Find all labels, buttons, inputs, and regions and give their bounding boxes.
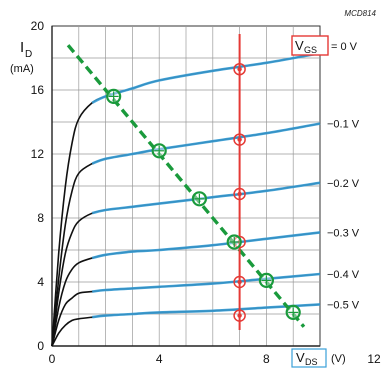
- x-tick-label-3: 12: [367, 352, 381, 366]
- marker-dot-4: [237, 279, 242, 285]
- marker-ring-1: [233, 133, 246, 146]
- marker-dot-1: [237, 137, 242, 142]
- curve-label-5: −0.5 V: [327, 299, 360, 311]
- vgs-label: V: [295, 38, 304, 53]
- curve-label-1: −0.1 V: [327, 119, 360, 131]
- marker-ring-0: [233, 62, 246, 76]
- marker-dot-0: [237, 67, 242, 72]
- curve-label-4: −0.4 V: [327, 269, 360, 281]
- y-tick-label-2: 8: [37, 211, 44, 225]
- curves: [51, 51, 321, 347]
- vgs-label-value: = 0 V: [331, 41, 358, 53]
- y-tick-label-3: 12: [31, 147, 45, 161]
- marker-dot-5: [237, 313, 242, 318]
- y-axis-label-sub: D: [25, 49, 32, 60]
- axis-labels: I D(mA)V DS (V)V GS = 0 V−0.1 V−0.2 V−0.3 V−0…: [10, 35, 360, 368]
- x-axis-label-box: [291, 348, 327, 368]
- curve-tail-2: [91, 181, 321, 215]
- vgs-label-box: [291, 35, 329, 56]
- marker-ring-5: [233, 309, 246, 322]
- y-tick-label-5: 20: [31, 19, 45, 33]
- x-tick-label-2: 8: [263, 352, 270, 366]
- x-tick-label-0: 0: [49, 352, 56, 366]
- curve-tail-3: [91, 231, 321, 260]
- y-axis-unit: (mA): [10, 63, 34, 75]
- x-axis-unit: (V): [331, 353, 346, 365]
- x-axis-label-sub: DS: [305, 357, 318, 367]
- tick-labels: 0 4 8 12 0 4 8 12 16 20: [31, 19, 381, 366]
- vertical-marker-group: [233, 34, 246, 330]
- curve-label-2: −0.2 V: [327, 178, 360, 190]
- curve-tail-0: [91, 51, 321, 104]
- marker-ring-4: [233, 275, 246, 289]
- x-tick-label-1: 4: [156, 352, 163, 366]
- x-axis-label: V: [296, 350, 305, 365]
- curve-label-3: −0.3 V: [327, 227, 360, 239]
- y-tick-label-4: 16: [31, 83, 45, 97]
- y-axis-label: I: [20, 39, 24, 56]
- vgs-label-sub: GS: [304, 45, 317, 55]
- operating-points: [106, 88, 301, 320]
- y-tick-label-1: 4: [37, 275, 44, 289]
- curve-tail-5: [92, 303, 321, 319]
- marker-dot-2: [237, 191, 242, 197]
- figure-id: MCD814: [344, 9, 376, 18]
- y-tick-label-0: 0: [37, 339, 44, 353]
- marker-ring-2: [233, 187, 246, 201]
